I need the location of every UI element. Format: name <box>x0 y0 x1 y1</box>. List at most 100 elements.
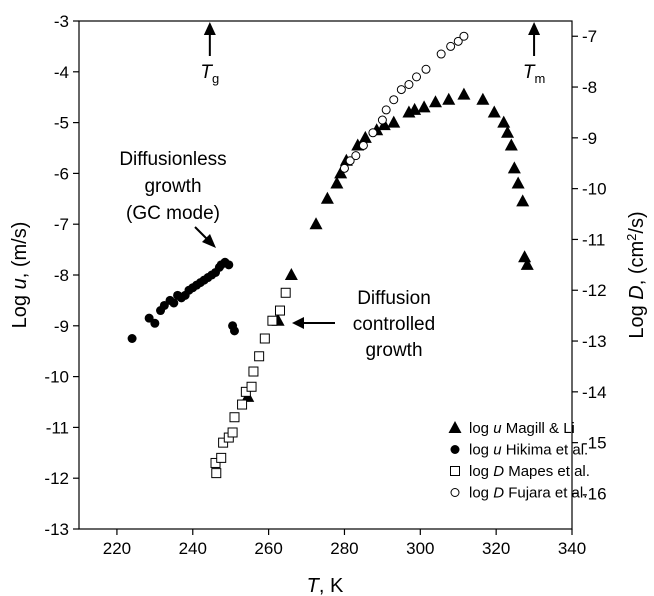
legend-label-var: D <box>493 463 504 480</box>
data-point <box>389 95 399 105</box>
legend-item: log u Magill & Li <box>448 420 575 437</box>
tm-label: Tm <box>523 62 545 86</box>
x-tick-label: 320 <box>482 539 510 558</box>
data-point <box>421 64 431 74</box>
data-point <box>237 399 248 410</box>
data-point <box>320 191 334 204</box>
legend-label-pre: log <box>469 463 493 480</box>
data-point <box>248 366 259 377</box>
data-point <box>511 176 525 189</box>
data-point <box>428 95 442 108</box>
series-1 <box>241 87 534 402</box>
x-axis-title: T, K <box>307 575 344 596</box>
data-point <box>229 412 240 423</box>
y-left-tick-label: -5 <box>54 114 69 133</box>
data-point <box>259 333 270 344</box>
data-point <box>240 386 251 397</box>
y-left-tick-label: -8 <box>54 266 69 285</box>
data-point <box>339 163 349 173</box>
data-point <box>457 87 471 100</box>
legend-marker <box>448 421 462 433</box>
y-left-tick-label: -11 <box>46 418 69 437</box>
tm-arrow-head <box>528 22 541 35</box>
y-left-pre: Log <box>9 289 31 328</box>
data-point <box>520 257 534 270</box>
y-left-tick-label: -10 <box>44 368 69 387</box>
data-point <box>417 100 431 113</box>
annotation-diffusionless-line2: growth <box>144 176 201 197</box>
data-point <box>504 138 518 151</box>
x-axis: 220 240 260 280 300 320 340 <box>103 529 586 558</box>
data-point <box>381 105 391 115</box>
data-point <box>358 130 372 143</box>
legend-marker <box>450 466 460 476</box>
legend-label-pre: log <box>469 442 493 459</box>
y-right-tick-label: -10 <box>582 180 607 199</box>
legend-label-var: D <box>493 485 504 502</box>
y-left-tick-label: -7 <box>54 215 69 234</box>
data-point <box>497 115 511 128</box>
y-left-tick-label: -12 <box>44 469 69 488</box>
data-point <box>412 72 422 82</box>
data-point <box>368 128 378 138</box>
series-4 <box>339 31 469 173</box>
data-point <box>387 115 401 128</box>
y-left-unit: , (m/s) <box>9 222 31 279</box>
legend-label: log u Hikima et al. <box>469 442 588 459</box>
x-tick-label: 220 <box>103 539 131 558</box>
data-point <box>227 427 238 438</box>
legend-label: log D Mapes et al. <box>469 463 590 480</box>
legend-label-post: Hikima et al. <box>502 442 589 459</box>
y-right-var: D <box>626 285 648 299</box>
data-point <box>169 298 179 308</box>
annotation-diffusion-line2: controlled <box>353 314 435 335</box>
legend-label-pre: log <box>469 420 493 437</box>
data-point <box>274 305 285 316</box>
y-right-pre: Log <box>626 300 648 339</box>
annotation-diffusionless: Diffusionless growth (GC mode) <box>119 149 227 248</box>
tm-label-main: T <box>523 62 536 83</box>
y-right-tick-label: -16 <box>582 484 607 503</box>
data-point <box>442 92 456 105</box>
data-point <box>453 36 463 46</box>
data-point <box>334 166 348 179</box>
legend-label: log u Magill & Li <box>469 420 575 437</box>
data-point <box>459 31 469 41</box>
tm-label-sub: m <box>534 71 545 86</box>
legend-marker <box>450 488 460 497</box>
data-point <box>446 41 456 51</box>
annotation-diffusionless-line3: (GC mode) <box>126 203 220 224</box>
data-point <box>507 161 521 174</box>
y-right-tick-label: -15 <box>582 434 607 453</box>
data-point <box>330 176 344 189</box>
data-point <box>358 140 368 150</box>
data-point <box>211 468 222 479</box>
y-right-unit-end: /s) <box>626 211 648 233</box>
data-point <box>127 334 137 343</box>
x-axis-var: T <box>307 575 321 596</box>
tg-label-sub: g <box>212 71 219 86</box>
data-point <box>267 315 278 326</box>
y-left-tick-label: -9 <box>54 317 69 336</box>
data-point <box>218 437 229 448</box>
legend-label-var: u <box>493 442 502 459</box>
y-right-unit: , (cm <box>626 241 648 285</box>
y-right-tick-label: -7 <box>582 27 597 46</box>
y-right-tick-label: -8 <box>582 78 597 97</box>
annotation-diffusionless-arrow <box>194 226 209 241</box>
data-point <box>216 452 227 463</box>
legend-label-pre: log <box>469 485 493 502</box>
data-point <box>309 217 323 230</box>
series-3 <box>210 287 291 479</box>
y-left-var: u <box>9 278 31 289</box>
legend-item: log u Hikima et al. <box>450 442 588 459</box>
y-right-tick-label: -9 <box>582 129 597 148</box>
y-right-tick-label: -12 <box>582 281 607 300</box>
data-point <box>436 49 446 59</box>
data-point <box>377 115 387 125</box>
data-point <box>150 318 160 328</box>
y-right-tick-label: -11 <box>582 230 605 249</box>
legend-label-var: u <box>493 420 502 437</box>
tg-marker: Tg <box>200 22 219 86</box>
